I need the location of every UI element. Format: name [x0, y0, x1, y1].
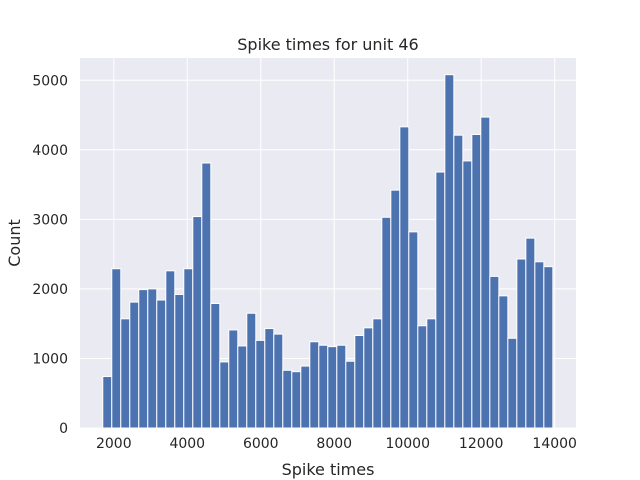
chart-title: Spike times for unit 46	[237, 35, 418, 54]
histogram-bar	[345, 360, 356, 429]
x-tick-label: 8000	[316, 436, 352, 452]
y-tick-label: 5000	[32, 73, 68, 89]
histogram-bar	[336, 344, 347, 429]
histogram-bar	[120, 318, 131, 429]
x-axis-ticks: 2000 4000 6000 8000 10000 12000 14000	[96, 436, 577, 452]
histogram-bar	[246, 312, 257, 429]
histogram-bar	[273, 333, 284, 429]
y-tick-label: 0	[59, 421, 68, 437]
histogram-bar	[354, 335, 365, 429]
x-tick-label: 10000	[385, 436, 430, 452]
x-tick-label: 12000	[459, 436, 504, 452]
histogram-bar	[102, 376, 113, 429]
histogram-bar	[309, 341, 320, 429]
histogram-bar	[156, 299, 167, 429]
y-axis-ticks: 0 1000 2000 3000 4000 5000	[32, 73, 68, 437]
histogram-bar	[372, 318, 383, 429]
histogram-bar	[282, 369, 293, 429]
histogram-bar	[408, 231, 419, 429]
y-axis-label: Count	[5, 219, 24, 267]
histogram-bar	[363, 327, 374, 429]
histogram-bar	[327, 346, 338, 429]
histogram-bar	[255, 339, 266, 429]
histogram-bar	[147, 288, 158, 429]
histogram-bar	[381, 216, 392, 429]
histogram-bar	[111, 268, 122, 429]
histogram-bar	[228, 329, 239, 429]
histogram-bar	[453, 134, 464, 429]
histogram-bar	[534, 261, 545, 429]
histogram-bar	[417, 325, 428, 429]
histogram-bar	[219, 361, 230, 429]
x-tick-label: 14000	[532, 436, 577, 452]
histogram-bar	[291, 371, 302, 429]
histogram-bar	[192, 216, 203, 429]
y-tick-label: 2000	[32, 282, 68, 298]
histogram-bar	[426, 318, 437, 429]
y-tick-label: 1000	[32, 351, 68, 367]
x-tick-label: 4000	[169, 436, 205, 452]
histogram-bar	[237, 345, 248, 429]
y-tick-label: 4000	[32, 143, 68, 159]
histogram-bar	[507, 337, 518, 429]
histogram-bar	[138, 289, 149, 429]
x-axis-label: Spike times	[282, 460, 375, 479]
histogram-bar	[516, 258, 527, 429]
histogram-bar	[462, 160, 473, 429]
histogram-bar	[264, 328, 275, 429]
histogram-bar	[525, 237, 536, 429]
histogram-bar	[489, 275, 500, 429]
x-tick-label: 2000	[96, 436, 132, 452]
histogram-bar	[498, 295, 509, 429]
histogram-bar	[399, 126, 410, 429]
histogram-bar	[174, 293, 185, 429]
histogram-bar	[543, 266, 554, 429]
histogram-bar	[183, 268, 194, 429]
x-tick-label: 6000	[243, 436, 279, 452]
histogram-bar	[210, 303, 221, 429]
histogram-bar	[300, 365, 311, 429]
histogram-bar	[201, 162, 212, 429]
bars	[102, 74, 554, 429]
histogram-bar	[444, 74, 455, 429]
y-tick-label: 3000	[32, 212, 68, 228]
histogram-bar	[129, 301, 140, 429]
histogram-bar	[480, 116, 491, 429]
histogram-bar	[471, 134, 482, 429]
histogram-bar	[318, 344, 329, 429]
histogram-bar	[435, 171, 446, 429]
histogram-bar	[390, 189, 401, 429]
histogram-bar	[165, 270, 176, 429]
